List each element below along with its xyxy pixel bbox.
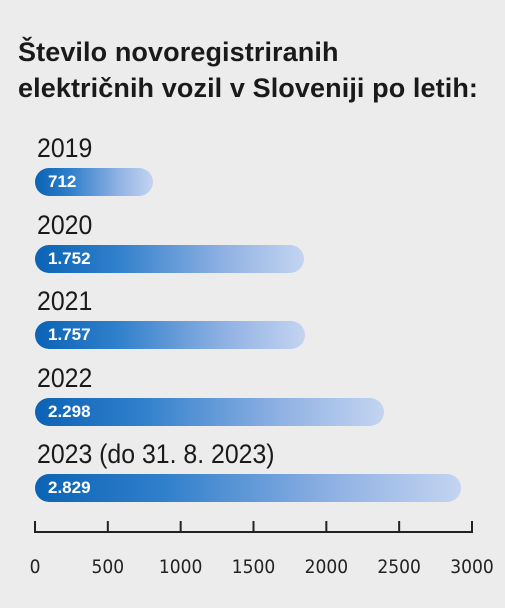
chart-title-line-2: električnih vozil v Sloveniji po letih:	[18, 73, 478, 103]
bar-value-label: 1.757	[48, 325, 91, 344]
bar: 2.829	[35, 474, 462, 502]
bar: 1.752	[35, 244, 305, 273]
bar: 1.757	[35, 321, 305, 349]
category-label: 2022	[37, 362, 93, 393]
x-tick-label: 3000	[450, 556, 494, 578]
category-label: 2021	[37, 286, 93, 316]
bar-value-label: 2.298	[48, 401, 91, 421]
bar-row: 2022 2.298	[0, 363, 505, 443]
x-tick-label: 1000	[159, 556, 203, 578]
x-tick-label: 1500	[232, 556, 276, 578]
bar: 712	[35, 168, 153, 196]
x-tick-label: 0	[30, 556, 41, 578]
x-tick-label: 2500	[377, 556, 421, 578]
bar-row: 2020 1.752	[0, 210, 505, 290]
x-tick-label: 2000	[305, 556, 349, 578]
category-label: 2019	[37, 133, 93, 163]
bar-value-label: 2.829	[48, 478, 91, 497]
chart-title-line-1: Število novoregistriranih	[18, 37, 339, 67]
bar-row: 2023 (do 31. 8. 2023) 2.829	[0, 439, 505, 519]
bar-row: 2021 1.757	[0, 286, 505, 366]
bar-value-label: 1.752	[48, 248, 91, 268]
bar: 2.298	[35, 397, 384, 426]
x-tick-label: 500	[92, 556, 125, 578]
bar-row: 2019 712	[0, 133, 505, 213]
bar-value-label: 712	[48, 172, 77, 191]
category-label: 2020	[37, 209, 93, 240]
category-label: 2023 (do 31. 8. 2023)	[37, 439, 275, 469]
chart-title: Število novoregistriranih električnih vo…	[18, 34, 498, 106]
